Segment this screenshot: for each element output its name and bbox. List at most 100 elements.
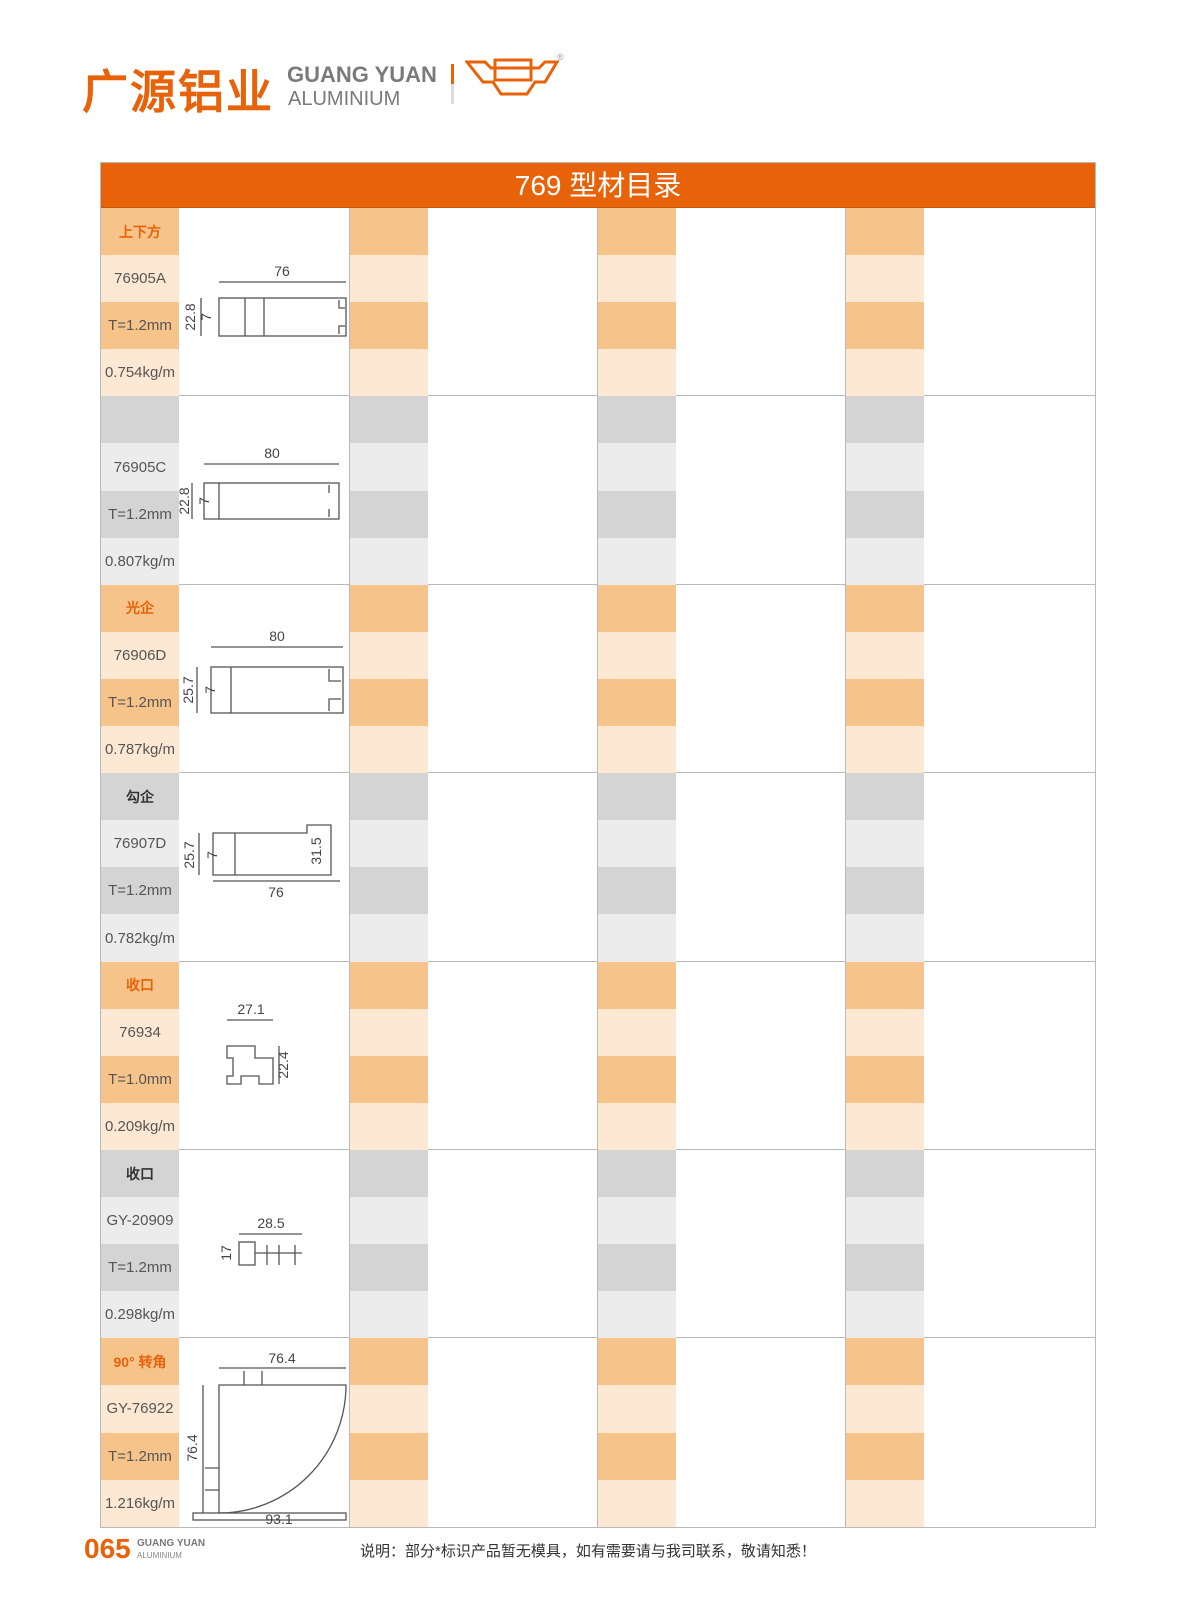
empty-swatch-cell (598, 349, 676, 397)
column-divider (597, 584, 598, 773)
empty-swatch-cell (598, 255, 676, 303)
empty-swatch-cell (598, 1008, 676, 1056)
profile-thickness: T=1.2mm (101, 1432, 179, 1480)
empty-swatch-cell (350, 1432, 428, 1480)
empty-swatch-cell (350, 349, 428, 397)
empty-swatch-cell (350, 396, 428, 444)
empty-swatch-cell (598, 678, 676, 727)
profile-thickness: T=1.2mm (101, 867, 179, 915)
column-divider (349, 396, 350, 584)
column-divider (597, 1338, 598, 1527)
brand-logo-cn: 广源铝业 (82, 65, 274, 119)
empty-swatch-cell (350, 1149, 428, 1198)
column-divider (349, 584, 350, 773)
profile-code: GY-20909 (101, 1197, 179, 1245)
empty-swatch-cell (846, 443, 924, 491)
dimension-label: 17 (218, 1245, 234, 1261)
profile-group: 76905C T=1.2mm 0.807kg/m 80 22.8 7 (101, 396, 1095, 585)
footer-brand: GUANG YUAN (137, 1538, 206, 1549)
column-divider (597, 208, 598, 396)
empty-swatch-cell (350, 1197, 428, 1245)
dimension-label: 76.4 (184, 1435, 200, 1462)
profile-drawing: 76.4 76.4 93.1 (184, 1350, 347, 1526)
profile-code: 76907D (101, 820, 179, 868)
empty-swatch-cell (598, 914, 676, 962)
profile-code: GY-76922 (101, 1385, 179, 1433)
profile-drawing: 80 22.8 7 (179, 445, 340, 521)
dimension-label: 28.5 (257, 1215, 284, 1231)
column-divider (845, 773, 846, 961)
empty-swatch-cell (846, 490, 924, 538)
empty-swatch-cell (598, 726, 676, 774)
empty-swatch-cell (846, 208, 924, 256)
empty-swatch-cell (350, 208, 428, 256)
empty-swatch-cell (350, 820, 428, 868)
profile-weight: 0.298kg/m (101, 1291, 179, 1339)
profile-thickness: T=1.2mm (101, 302, 179, 350)
profile-category: 上下方 (101, 208, 179, 256)
column-divider (845, 1338, 846, 1527)
profile-drawing: 76 22.8 7 (182, 263, 347, 337)
empty-swatch-cell (350, 678, 428, 727)
page-number: 065 (84, 1533, 131, 1564)
dimension-label: 76 (268, 884, 284, 900)
empty-swatch-cell (846, 773, 924, 821)
dimension-label: 7 (202, 686, 218, 694)
profile-weight: 0.754kg/m (101, 349, 179, 397)
dimension-label: 7 (198, 313, 214, 321)
profile-group: 勾企 76907D T=1.2mm 0.782kg/m 76 25.7 7 31.5 (101, 773, 1095, 962)
empty-swatch-cell (350, 490, 428, 538)
profile-thickness: T=1.2mm (101, 490, 179, 538)
empty-swatch-cell (846, 255, 924, 303)
empty-swatch-cell (846, 1008, 924, 1056)
profile-weight: 1.216kg/m (101, 1479, 179, 1527)
empty-swatch-cell (350, 584, 428, 632)
empty-swatch-cell (846, 396, 924, 444)
profile-category: 90° 转角 (101, 1338, 179, 1386)
column-divider (597, 1149, 598, 1338)
column-divider (845, 208, 846, 396)
column-divider (349, 961, 350, 1149)
empty-swatch-cell (846, 584, 924, 632)
dimension-label: 76.4 (268, 1350, 295, 1366)
empty-swatch-cell (350, 1338, 428, 1386)
empty-swatch-cell (598, 1149, 676, 1198)
profile-group: 90° 转角 GY-76922 T=1.2mm 1.216kg/m 76.4 76.4 93… (101, 1338, 1095, 1527)
dimension-label: 31.5 (308, 837, 324, 864)
table-title: 769 型材目录 (101, 163, 1095, 208)
empty-swatch-cell (846, 914, 924, 962)
empty-swatch-cell (846, 1102, 924, 1150)
empty-swatch-cell (598, 1385, 676, 1433)
profile-category: 收口 (101, 1149, 179, 1198)
column-divider (597, 396, 598, 584)
empty-swatch-cell (846, 537, 924, 585)
profile-weight: 0.782kg/m (101, 914, 179, 962)
column-divider (845, 961, 846, 1149)
brand-emblem-icon: ® (465, 52, 564, 96)
profile-code: 76934 (101, 1008, 179, 1056)
profile-category (101, 396, 179, 444)
empty-swatch-cell (598, 396, 676, 444)
empty-swatch-cell (846, 349, 924, 397)
empty-swatch-cell (846, 961, 924, 1009)
profile-drawing: 80 25.7 7 (180, 628, 344, 714)
empty-swatch-cell (846, 1338, 924, 1386)
dimension-label: 25.7 (180, 676, 196, 703)
empty-swatch-cell (598, 820, 676, 868)
empty-swatch-cell (350, 1479, 428, 1527)
column-divider (349, 1338, 350, 1527)
empty-swatch-cell (350, 443, 428, 491)
empty-swatch-cell (598, 1479, 676, 1527)
column-divider (845, 584, 846, 773)
empty-swatch-cell (598, 490, 676, 538)
empty-swatch-cell (598, 1432, 676, 1480)
profile-thickness: T=1.2mm (101, 1244, 179, 1292)
profile-weight: 0.807kg/m (101, 537, 179, 585)
empty-swatch-cell (350, 1102, 428, 1150)
profile-group: 光企 76906D T=1.2mm 0.787kg/m 80 25.7 7 (101, 584, 1095, 774)
dimension-label: 27.1 (237, 1001, 264, 1017)
empty-swatch-cell (598, 584, 676, 632)
profile-thickness: T=1.0mm (101, 1055, 179, 1103)
empty-swatch-cell (846, 1244, 924, 1292)
column-divider (349, 773, 350, 961)
